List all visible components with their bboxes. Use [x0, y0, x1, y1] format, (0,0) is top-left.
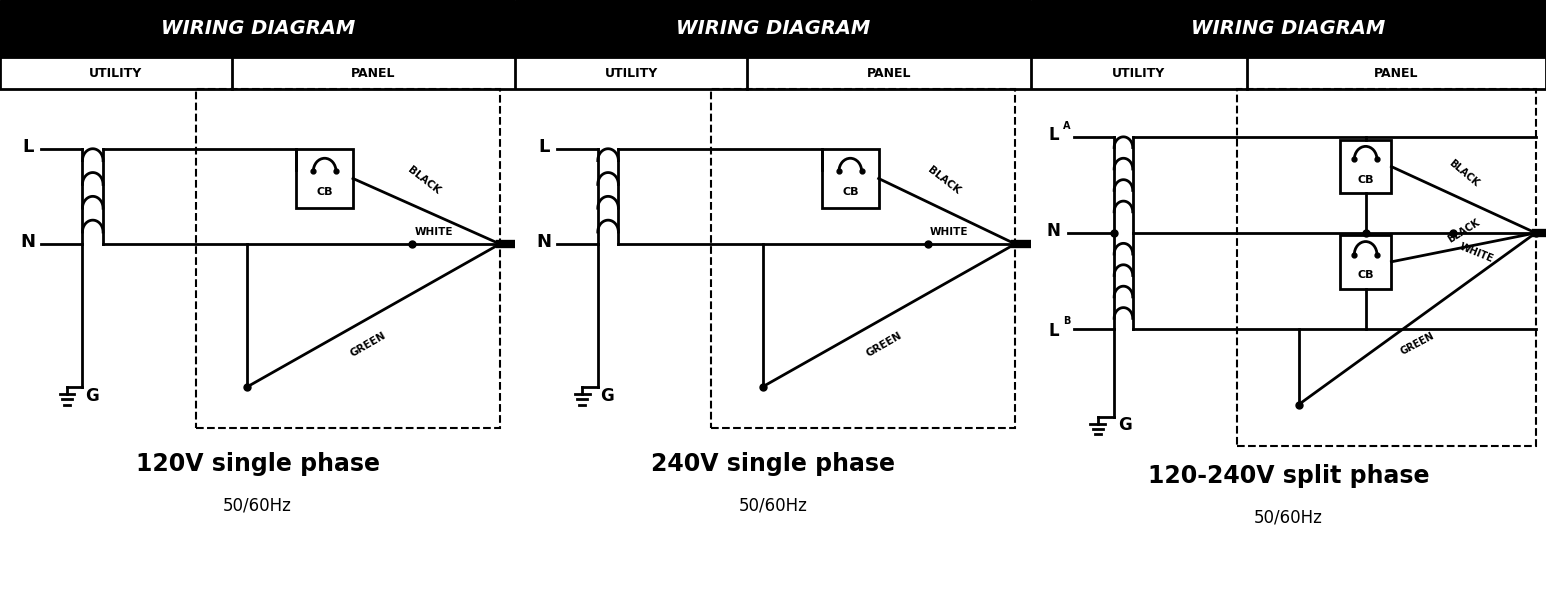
- Text: GREEN: GREEN: [349, 330, 388, 359]
- Text: WHITE: WHITE: [414, 227, 453, 237]
- Text: L: L: [23, 138, 34, 156]
- Text: UTILITY: UTILITY: [90, 67, 142, 80]
- Bar: [1340, 140, 1391, 193]
- Text: 50/60Hz: 50/60Hz: [739, 497, 807, 515]
- Text: G: G: [85, 387, 99, 405]
- Text: UTILITY: UTILITY: [604, 67, 659, 80]
- Text: PANEL: PANEL: [351, 67, 396, 80]
- Text: BLACK: BLACK: [405, 165, 442, 196]
- Text: WIRING DIAGRAM: WIRING DIAGRAM: [1192, 19, 1385, 38]
- Text: WIRING DIAGRAM: WIRING DIAGRAM: [676, 19, 870, 38]
- Text: A: A: [1064, 121, 1070, 131]
- Text: CB: CB: [1357, 175, 1374, 184]
- Bar: [1237, 89, 1535, 446]
- Text: WIRING DIAGRAM: WIRING DIAGRAM: [161, 19, 354, 38]
- Text: PANEL: PANEL: [1374, 67, 1419, 80]
- Text: GREEN: GREEN: [1399, 331, 1436, 357]
- Text: L: L: [538, 138, 549, 156]
- Text: CB: CB: [317, 187, 332, 196]
- Text: G: G: [600, 387, 614, 405]
- Text: WHITE: WHITE: [931, 227, 969, 237]
- Text: GREEN: GREEN: [864, 330, 903, 359]
- Text: L: L: [1048, 322, 1059, 340]
- Text: BLACK: BLACK: [926, 165, 963, 196]
- Text: 120-240V split phase: 120-240V split phase: [1147, 464, 1429, 488]
- Bar: [1340, 235, 1391, 289]
- Text: PANEL: PANEL: [867, 67, 911, 80]
- Bar: [196, 89, 499, 428]
- Text: UTILITY: UTILITY: [1112, 67, 1166, 80]
- Bar: [0, 57, 515, 89]
- Text: BLACK: BLACK: [1447, 158, 1481, 189]
- Bar: [1031, 57, 1546, 89]
- Bar: [515, 0, 1031, 57]
- Text: CB: CB: [1357, 270, 1374, 280]
- Text: 120V single phase: 120V single phase: [136, 452, 380, 476]
- Bar: [297, 149, 352, 208]
- Text: N: N: [536, 233, 552, 251]
- Text: L: L: [1048, 126, 1059, 144]
- Text: N: N: [1047, 222, 1061, 240]
- Bar: [711, 89, 1016, 428]
- Bar: [515, 57, 1031, 89]
- Text: CB: CB: [843, 187, 858, 196]
- Text: BLACK: BLACK: [1446, 217, 1481, 245]
- Text: WHITE: WHITE: [1458, 242, 1495, 265]
- Bar: [0, 0, 515, 57]
- Text: N: N: [20, 233, 36, 251]
- Text: 240V single phase: 240V single phase: [651, 452, 895, 476]
- Text: 50/60Hz: 50/60Hz: [1254, 509, 1323, 527]
- Text: B: B: [1064, 317, 1070, 326]
- Bar: [822, 149, 878, 208]
- Text: 50/60Hz: 50/60Hz: [223, 497, 292, 515]
- Text: G: G: [1118, 416, 1132, 434]
- Bar: [1031, 0, 1546, 57]
